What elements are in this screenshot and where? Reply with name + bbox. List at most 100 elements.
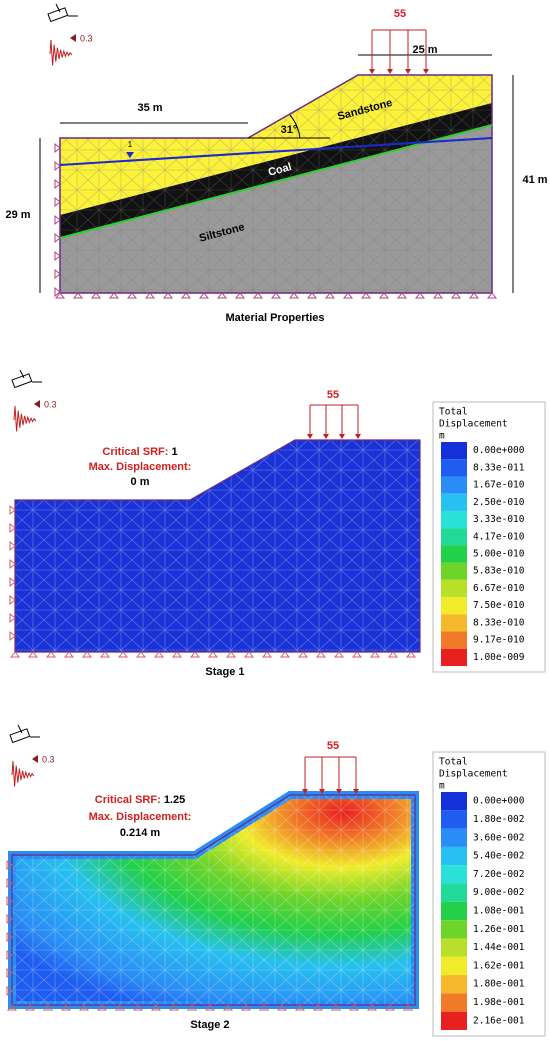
legend-swatch	[441, 545, 467, 563]
support	[96, 1004, 108, 1011]
legend-swatch	[441, 579, 467, 598]
load-head	[387, 69, 393, 74]
load-value: 55	[327, 389, 339, 401]
support	[432, 292, 444, 299]
displacement-label: Max. Displacement:	[89, 811, 192, 823]
support	[54, 196, 61, 208]
seismic-arrow	[17, 724, 40, 738]
legend-label: 1.67e-010	[473, 480, 525, 491]
support	[54, 214, 61, 226]
legend-label: 7.50e-010	[473, 600, 525, 611]
support	[312, 1004, 324, 1011]
support	[54, 232, 61, 244]
seismic-marker	[70, 34, 76, 42]
legend-title: Total	[439, 407, 468, 418]
support	[276, 1004, 288, 1011]
legend-label: 1.00e-009	[473, 652, 525, 663]
layer-label: Coal	[267, 161, 293, 179]
support	[150, 1004, 162, 1011]
support	[225, 651, 237, 658]
support	[342, 292, 354, 299]
panel-material: 1 35 m 25 m 29 m 41 m 31° Sandstone Coal…	[5, 44, 547, 324]
support	[204, 1004, 216, 1011]
support	[234, 292, 246, 299]
support	[396, 292, 408, 299]
support	[54, 160, 61, 172]
support	[180, 292, 192, 299]
support	[6, 1004, 18, 1011]
seismic-trace	[13, 405, 37, 432]
legend-swatch	[441, 648, 467, 666]
legend-unit: m	[439, 431, 445, 442]
displacement-value: 0.214 m	[120, 827, 161, 839]
legend-swatch	[441, 865, 467, 884]
load-head	[319, 789, 325, 794]
seismic-arrow	[55, 3, 78, 17]
support	[90, 292, 102, 299]
load-head	[339, 434, 345, 439]
srf-text: Critical SRF: 1	[102, 446, 177, 458]
panel-stage1: Critical SRF: 1 Max. Displacement: 0 m S…	[14, 439, 421, 678]
angle-label: 31°	[281, 124, 298, 136]
legend-label: 9.17e-010	[473, 635, 525, 646]
legend-label: 6.67e-010	[473, 583, 525, 594]
load-value: 55	[394, 8, 406, 20]
legend-label: 1.08e-001	[473, 906, 525, 917]
support	[9, 576, 16, 588]
support	[486, 292, 498, 299]
support	[78, 1004, 90, 1011]
legend-label: 9.00e-002	[473, 887, 524, 898]
support	[378, 292, 390, 299]
seismic-value: 0.3	[44, 399, 57, 409]
legend-swatch	[441, 476, 467, 494]
support	[6, 859, 13, 871]
srf-value: 1.25	[164, 794, 185, 806]
legend-label: 5.83e-010	[473, 566, 525, 577]
support	[333, 651, 345, 658]
contact-line	[59, 124, 493, 239]
support	[9, 540, 16, 552]
legend-swatch	[441, 597, 467, 615]
srf-value: 1	[171, 446, 177, 458]
legend-swatch	[441, 792, 467, 811]
support	[450, 292, 462, 299]
legend-swatch	[441, 442, 467, 460]
water-table	[59, 137, 493, 166]
legend-label: 0.00e+000	[473, 796, 525, 807]
support	[171, 651, 183, 658]
support	[60, 1004, 72, 1011]
displacement-label: Max. Displacement:	[89, 461, 192, 473]
support	[108, 292, 120, 299]
support	[288, 292, 300, 299]
seismic-marker	[34, 400, 40, 408]
support	[252, 292, 264, 299]
support	[6, 913, 13, 925]
legend-subtitle: Displacement	[439, 419, 508, 430]
load-head	[336, 789, 342, 794]
legend-swatch	[441, 493, 467, 511]
legend-label: 3.60e-002	[473, 832, 524, 843]
support	[207, 651, 219, 658]
water-marker	[126, 152, 134, 158]
panel-title: Stage 1	[205, 666, 244, 678]
mesh	[14, 439, 421, 653]
seismic-arrow	[19, 369, 42, 383]
legend-swatch	[441, 810, 467, 829]
support	[384, 1004, 396, 1011]
support	[99, 651, 111, 658]
support	[162, 292, 174, 299]
support	[54, 286, 61, 298]
legend-label: 1.62e-001	[473, 960, 525, 971]
water-label: 1	[128, 140, 133, 149]
legend-label: 4.17e-010	[473, 531, 525, 542]
support	[45, 651, 57, 658]
support	[9, 630, 16, 642]
legend-subtitle: Displacement	[439, 769, 508, 780]
support	[315, 651, 327, 658]
legend-swatch	[441, 614, 467, 632]
seismic-marker	[32, 755, 38, 763]
seismic-icon	[9, 728, 31, 744]
legend-swatch	[441, 883, 467, 902]
support	[366, 1004, 378, 1011]
legend-label: 8.33e-011	[473, 462, 525, 473]
